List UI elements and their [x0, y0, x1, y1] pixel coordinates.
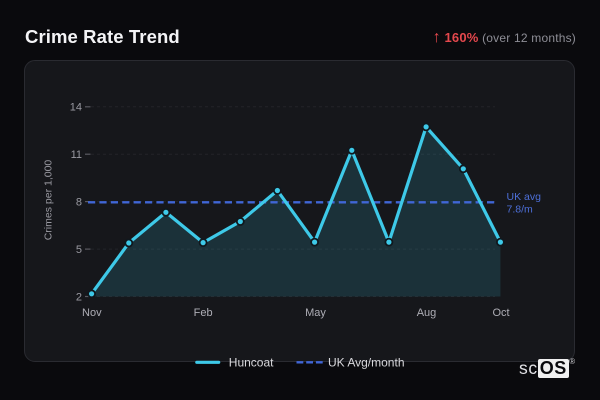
svg-text:Nov: Nov — [82, 307, 102, 319]
svg-text:Huncoat: Huncoat — [229, 355, 274, 369]
svg-text:Aug: Aug — [417, 307, 437, 319]
svg-text:14: 14 — [70, 102, 82, 114]
svg-text:7.8/m: 7.8/m — [507, 204, 534, 216]
svg-text:8: 8 — [76, 196, 82, 208]
svg-text:UK avg: UK avg — [507, 191, 542, 203]
svg-text:Oct: Oct — [492, 307, 509, 319]
svg-text:Crimes per 1,000: Crimes per 1,000 — [43, 160, 55, 241]
svg-text:UK Avg/month: UK Avg/month — [328, 355, 405, 369]
svg-text:5: 5 — [76, 244, 82, 256]
svg-text:Feb: Feb — [194, 307, 213, 319]
svg-text:11: 11 — [71, 149, 82, 161]
svg-text:May: May — [305, 307, 326, 319]
svg-text:2: 2 — [76, 291, 82, 303]
